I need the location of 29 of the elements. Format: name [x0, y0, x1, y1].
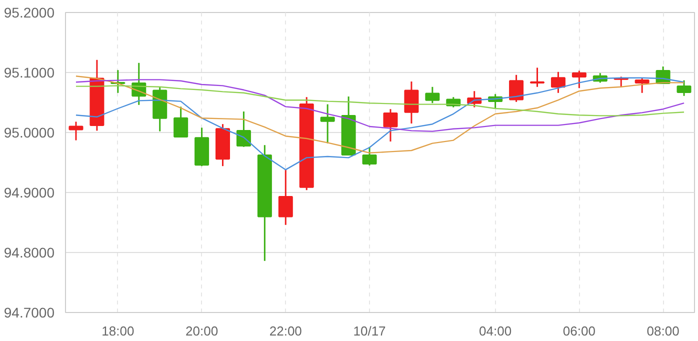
candlestick: [278, 168, 293, 226]
line-series: [75, 79, 685, 132]
y-tick-label: 95.2000: [4, 4, 55, 20]
candlestick: [174, 106, 188, 138]
x-tick-label: 10/17: [353, 324, 386, 338]
x-tick-label: 06:00: [562, 324, 596, 338]
candlestick: [362, 146, 377, 166]
candlestick: [404, 80, 419, 124]
candlestick: [634, 77, 650, 94]
candlestick: [68, 120, 84, 142]
x-tick-label: 18:00: [102, 324, 134, 338]
x-tick-label: 08:00: [646, 324, 680, 338]
candlestick: [530, 66, 544, 88]
x-tick-label: 22:00: [269, 324, 302, 338]
candlestick: [320, 104, 335, 144]
candlestick: [676, 80, 692, 97]
x-tick-label: 20:00: [186, 324, 218, 338]
candlestick: [572, 70, 586, 89]
x-tick-label: 04:00: [479, 324, 512, 338]
y-tick-label: 95.0000: [4, 124, 55, 140]
candlestick: [383, 108, 398, 142]
candlestick: [550, 71, 566, 94]
y-tick-label: 94.8000: [4, 244, 55, 260]
y-tick-label: 94.9000: [4, 184, 55, 200]
candlestick: [236, 110, 251, 148]
candlestick: [509, 74, 524, 103]
y-tick-label: 94.7000: [4, 304, 55, 320]
candlestick: [425, 86, 440, 104]
y-tick-label: 95.1000: [4, 64, 55, 80]
